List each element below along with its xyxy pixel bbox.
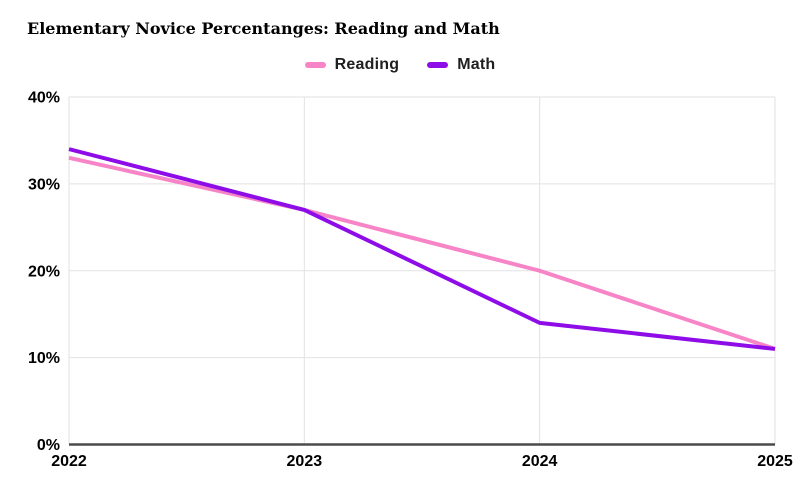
y-tick-label: 30% xyxy=(28,176,60,193)
legend-item-reading: Reading xyxy=(304,56,400,74)
series-line-math xyxy=(68,147,776,351)
reading-series-swatch xyxy=(304,62,326,68)
chart-title: Elementary Novice Percentanges: Reading … xyxy=(27,19,500,38)
x-tick-label: 2024 xyxy=(522,453,558,470)
x-tick-label: 2025 xyxy=(757,453,793,470)
y-tick-label: 20% xyxy=(28,263,60,280)
series-line-reading xyxy=(68,155,776,351)
y-tick-label: 40% xyxy=(28,90,60,107)
legend: Reading Math xyxy=(0,56,800,74)
legend-label-reading: Reading xyxy=(334,56,400,73)
legend-item-math: Math xyxy=(427,56,495,74)
y-tick-label: 10% xyxy=(28,350,60,367)
x-tick-label: 2023 xyxy=(287,453,323,470)
y-tick-label: 0% xyxy=(37,437,60,454)
legend-label-math: Math xyxy=(457,56,496,73)
math-series-swatch xyxy=(427,62,449,68)
x-tick-label: 2022 xyxy=(51,453,87,470)
